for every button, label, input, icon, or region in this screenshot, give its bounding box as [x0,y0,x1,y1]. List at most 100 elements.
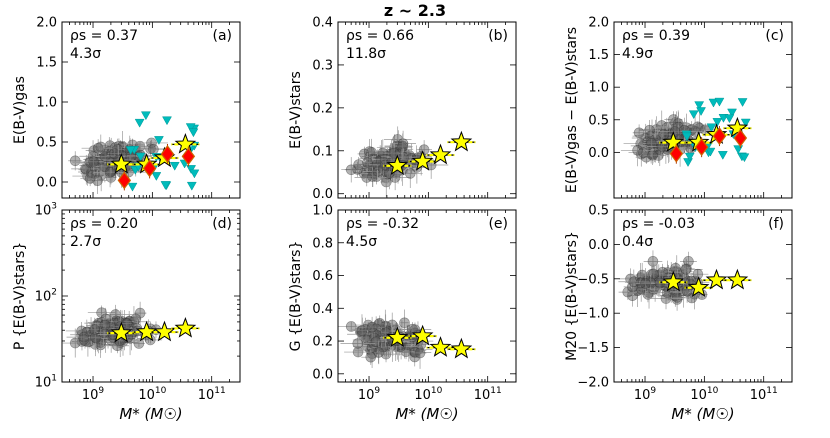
upper-limit-triangle [185,123,196,133]
sigma-annotation: 2.7σ [70,234,101,250]
upper-limit-triangle [727,108,737,118]
point-marker [661,287,673,298]
point-marker [357,328,368,340]
point-marker [356,325,368,336]
median-star [411,150,434,171]
plot-frame [613,209,793,383]
upper-limit-triangle [714,97,725,107]
x-axis-label: M* (M☉) [395,405,458,423]
plot-frame [337,209,517,383]
point-marker [633,127,645,139]
data-point [349,314,375,348]
median-star [450,130,473,152]
point-marker [80,163,91,175]
upper-limit-triangle [162,116,172,126]
upper-limit-triangle [724,114,735,124]
y-tick-label: 0.0 [588,238,609,253]
y-tick-label: 1.0 [588,81,609,96]
point-marker [108,148,120,159]
upper-limit-triangle [188,128,199,138]
point-marker [89,324,100,335]
point-marker [134,307,146,319]
point-marker [404,168,416,179]
point-marker [362,157,373,168]
data-point [643,250,663,273]
data-point [88,322,103,352]
y-axis-label: E(B-V)gas [12,76,28,144]
data-point [366,165,378,188]
data-point [384,144,404,162]
data-point [80,170,100,187]
point-marker [90,332,101,343]
rho-annotation: ρs = -0.32 [346,216,419,232]
point-marker [646,137,657,149]
data-point [644,145,661,166]
data-point [66,331,102,343]
x-axis-label: M* (M☉) [671,405,734,423]
panel-label: (f) [768,216,784,232]
data-point [416,140,432,160]
plot-frame [337,21,517,199]
y-tick-label: −1.5 [577,341,609,356]
median-diamond [733,129,748,148]
y-axis-label: M20 {E(B-V)stars} [564,231,580,361]
data-layer [620,97,752,167]
point-marker [673,121,684,133]
y-tick-label: 103 [35,202,57,219]
y-axis-label: P {E(B-V)stars} [12,242,28,350]
point-marker [418,144,430,156]
median-star [411,324,434,346]
data-layer [62,301,200,358]
data-point [86,324,104,335]
median-star [110,152,133,174]
x-tick-label: 1010 [138,386,166,403]
upper-limit-triangle [682,132,692,142]
point-marker [397,140,408,152]
upper-limit-triangle [153,136,164,145]
data-point [135,137,169,149]
data-point [670,110,686,137]
upper-limit-triangle [740,118,751,128]
y-tick-label: 0.8 [312,236,333,251]
sigma-annotation: 4.3σ [70,46,101,62]
y-tick-label: 0.1 [312,144,333,159]
upper-limit-triangle [705,147,716,157]
data-point [650,284,684,301]
point-marker [644,124,655,136]
data-point [632,124,646,142]
y-axis-label: E(B-V)stars [288,71,304,149]
upper-limit-triangle [160,181,171,190]
y-tick-label: 2.0 [588,16,609,31]
x-tick-label: 1010 [690,386,718,403]
y-tick-label: 0.2 [312,101,333,116]
panel-f: 109 1010 1011 M* (M☉) −2.0 −1.5 −1.0 −0.5 0.0 0.5… [564,204,793,423]
point-marker [399,317,410,329]
upper-limit-triangle [135,152,146,162]
panel-c: 0.0 0.5 1.0 1.5 2.0 E(B-V)gas − E(B-V)stars ρs… [564,16,793,199]
point-marker [669,126,681,137]
data-point [643,137,660,149]
point-marker [92,142,104,154]
data-layer [68,111,200,194]
rho-annotation: ρs = 0.66 [346,28,414,44]
median-star [429,143,452,165]
y-tick-label: 0.5 [36,136,57,151]
point-marker [628,276,640,288]
median-diamond [181,147,196,166]
median-diamond [142,159,157,178]
point-marker [374,318,386,329]
point-marker [388,147,400,159]
point-marker [99,319,111,331]
upper-limit-triangle [683,158,693,167]
y-tick-label: 0.3 [312,58,333,73]
upper-limit-triangle [733,145,744,155]
median-diamond [694,138,709,157]
median-star [110,321,133,343]
y-axis-label: G {E(B-V)stars} [288,241,304,352]
panel-label: (b) [488,28,508,44]
y-tick-label: 0.4 [312,302,333,317]
point-marker [692,268,704,280]
data-point [635,150,657,164]
upper-limit-triangle [134,118,145,128]
data-point [663,112,694,142]
